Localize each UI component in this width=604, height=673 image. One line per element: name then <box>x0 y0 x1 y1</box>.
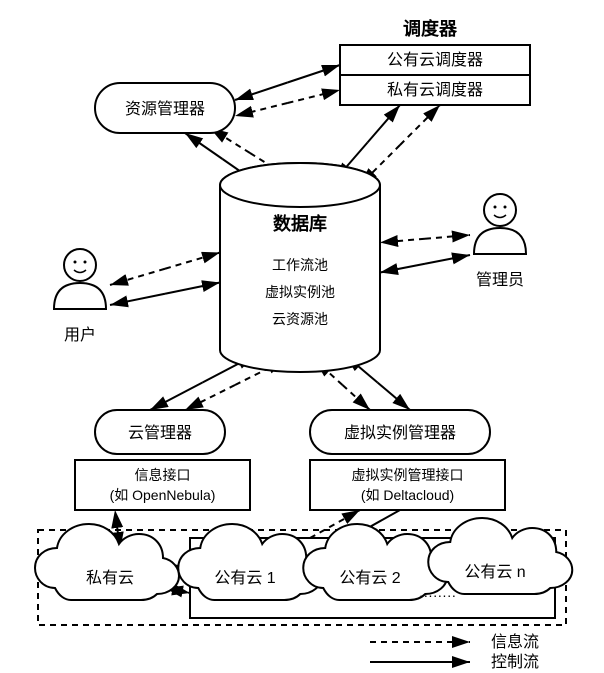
svg-text:工作流池: 工作流池 <box>272 257 328 273</box>
svg-text:信息流: 信息流 <box>491 633 539 651</box>
svg-text:资源管理器: 资源管理器 <box>125 100 205 118</box>
svg-text:云资源池: 云资源池 <box>272 311 328 327</box>
actor-icon <box>474 194 526 254</box>
svg-text:管理员: 管理员 <box>476 271 524 289</box>
svg-text:信息接口: 信息接口 <box>135 467 191 483</box>
svg-text:用户: 用户 <box>64 326 96 344</box>
svg-text:(如 OpenNebula): (如 OpenNebula) <box>110 487 216 503</box>
svg-text:私有云调度器: 私有云调度器 <box>387 81 483 99</box>
svg-text:公有云调度器: 公有云调度器 <box>387 51 483 69</box>
svg-text:公有云 n: 公有云 n <box>464 563 525 581</box>
svg-text:数据库: 数据库 <box>273 213 327 234</box>
svg-text:控制流: 控制流 <box>491 653 539 671</box>
svg-text:(如 Deltacloud): (如 Deltacloud) <box>361 487 454 503</box>
svg-text:调度器: 调度器 <box>403 18 458 39</box>
svg-text:虚拟实例管理接口: 虚拟实例管理接口 <box>352 467 464 483</box>
svg-text:公有云 2: 公有云 2 <box>339 569 400 587</box>
svg-text:虚拟实例池: 虚拟实例池 <box>265 284 335 300</box>
svg-text:云管理器: 云管理器 <box>128 424 192 442</box>
svg-text:公有云 1: 公有云 1 <box>214 569 275 587</box>
svg-text:········: ········ <box>419 587 456 603</box>
actor-icon <box>54 249 106 309</box>
svg-text:私有云: 私有云 <box>86 569 134 587</box>
svg-text:虚拟实例管理器: 虚拟实例管理器 <box>344 424 456 442</box>
